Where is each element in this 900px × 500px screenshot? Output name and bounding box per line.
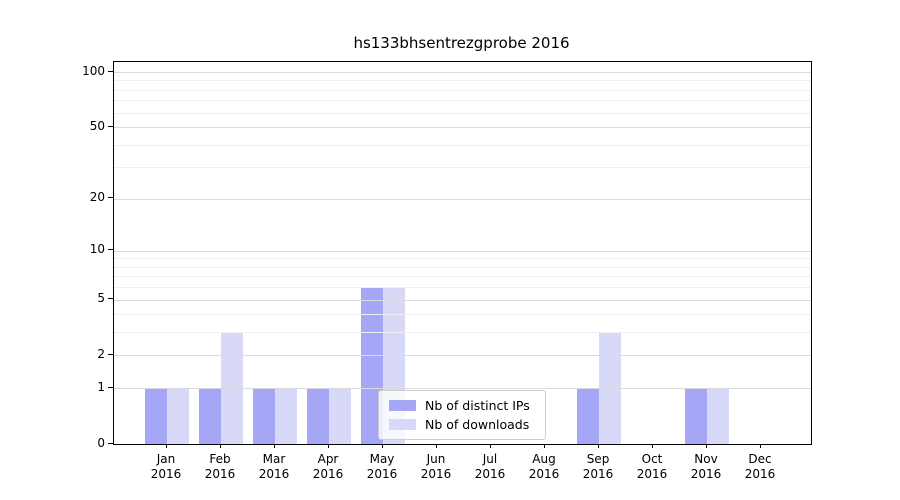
- y-tick-mark-50: [108, 125, 113, 127]
- x-tick-month: Apr: [317, 452, 339, 466]
- y-tick-label-10: 10: [89, 242, 105, 257]
- x-tick-month: Jul: [482, 452, 498, 466]
- x-tick-year: 2016: [474, 467, 506, 481]
- x-tick-year: 2016: [636, 467, 668, 481]
- x-tick-month: Sep: [586, 452, 610, 466]
- x-tick-label-dec: Dec 2016: [730, 452, 790, 482]
- x-tick-mark-jan: [165, 444, 167, 448]
- y-tick-mark-1: [108, 386, 113, 388]
- y-tick-label-1: 1: [97, 379, 105, 394]
- x-tick-year: 2016: [528, 467, 560, 481]
- legend-entry-downloads: Nb of downloads: [389, 415, 535, 434]
- y-tick-label-50: 50: [89, 118, 105, 133]
- legend-label-distinct-ips: Nb of distinct IPs: [425, 398, 530, 413]
- x-tick-month: Jun: [426, 452, 446, 466]
- x-tick-year: 2016: [744, 467, 776, 481]
- plot-area: [113, 61, 812, 445]
- x-tick-year: 2016: [258, 467, 290, 481]
- x-tick-label-mar: Mar 2016: [244, 452, 304, 482]
- x-tick-mark-apr: [327, 444, 329, 448]
- x-tick-month: Nov: [694, 452, 718, 466]
- x-tick-month: Jan: [156, 452, 176, 466]
- bar-nb-of-distinct-ips-mar: [253, 388, 275, 444]
- x-tick-month: May: [369, 452, 395, 466]
- bar-nb-of-downloads-sep: [599, 332, 621, 444]
- bar-nb-of-downloads-mar: [275, 388, 297, 444]
- x-tick-year: 2016: [204, 467, 236, 481]
- x-tick-year: 2016: [420, 467, 452, 481]
- bar-nb-of-downloads-jan: [167, 388, 189, 444]
- bar-nb-of-distinct-ips-apr: [307, 388, 329, 444]
- x-tick-label-jan: Jan 2016: [136, 452, 196, 482]
- bar-nb-of-downloads-feb: [221, 332, 243, 444]
- x-tick-label-nov: Nov 2016: [676, 452, 736, 482]
- y-tick-label-2: 2: [97, 346, 105, 361]
- y-tick-mark-2: [108, 353, 113, 355]
- x-tick-mark-sep: [597, 444, 599, 448]
- x-tick-mark-aug: [543, 444, 545, 448]
- y-tick-mark-20: [108, 197, 113, 199]
- legend-entry-distinct-ips: Nb of distinct IPs: [389, 396, 535, 415]
- y-tick-mark-0: [108, 442, 113, 444]
- x-tick-month: Aug: [532, 452, 556, 466]
- bar-nb-of-downloads-nov: [707, 388, 729, 444]
- y-tick-mark-5: [108, 298, 113, 300]
- x-tick-mark-oct: [651, 444, 653, 448]
- bar-nb-of-distinct-ips-may: [361, 287, 383, 444]
- x-tick-label-apr: Apr 2016: [298, 452, 358, 482]
- x-tick-year: 2016: [150, 467, 182, 481]
- x-tick-year: 2016: [690, 467, 722, 481]
- legend-swatch-distinct-ips: [389, 400, 416, 411]
- x-tick-label-jun: Jun 2016: [406, 452, 466, 482]
- x-tick-mark-jun: [435, 444, 437, 448]
- y-tick-label-0: 0: [97, 435, 105, 450]
- x-tick-mark-feb: [219, 444, 221, 448]
- x-tick-label-jul: Jul 2016: [460, 452, 520, 482]
- x-tick-label-feb: Feb 2016: [190, 452, 250, 482]
- bar-nb-of-distinct-ips-feb: [199, 388, 221, 444]
- x-tick-year: 2016: [312, 467, 344, 481]
- bar-nb-of-distinct-ips-jan: [145, 388, 167, 444]
- y-tick-mark-10: [108, 249, 113, 251]
- bar-nb-of-downloads-apr: [329, 388, 351, 444]
- bar-layer: [114, 62, 811, 444]
- x-tick-month: Oct: [641, 452, 663, 466]
- x-tick-label-aug: Aug 2016: [514, 452, 574, 482]
- x-tick-month: Mar: [262, 452, 286, 466]
- y-tick-label-100: 100: [82, 63, 105, 78]
- x-tick-year: 2016: [582, 467, 614, 481]
- y-tick-mark-100: [108, 70, 113, 72]
- x-tick-mark-mar: [273, 444, 275, 448]
- chart-title: hs133bhsentrezgprobe 2016: [353, 34, 570, 52]
- x-tick-mark-may: [381, 444, 383, 448]
- bar-nb-of-distinct-ips-nov: [685, 388, 707, 444]
- legend-label-downloads: Nb of downloads: [425, 417, 530, 432]
- y-tick-label-20: 20: [89, 190, 105, 205]
- x-tick-mark-nov: [705, 444, 707, 448]
- x-tick-label-oct: Oct 2016: [622, 452, 682, 482]
- legend: Nb of distinct IPs Nb of downloads: [378, 390, 546, 440]
- x-tick-mark-jul: [489, 444, 491, 448]
- x-tick-label-may: May 2016: [352, 452, 412, 482]
- x-tick-mark-dec: [759, 444, 761, 448]
- x-tick-label-sep: Sep 2016: [568, 452, 628, 482]
- x-tick-month: Dec: [748, 452, 772, 466]
- y-tick-label-5: 5: [97, 291, 105, 306]
- x-tick-month: Feb: [209, 452, 231, 466]
- x-tick-year: 2016: [366, 467, 398, 481]
- legend-swatch-downloads: [389, 419, 416, 430]
- bar-nb-of-distinct-ips-sep: [577, 388, 599, 444]
